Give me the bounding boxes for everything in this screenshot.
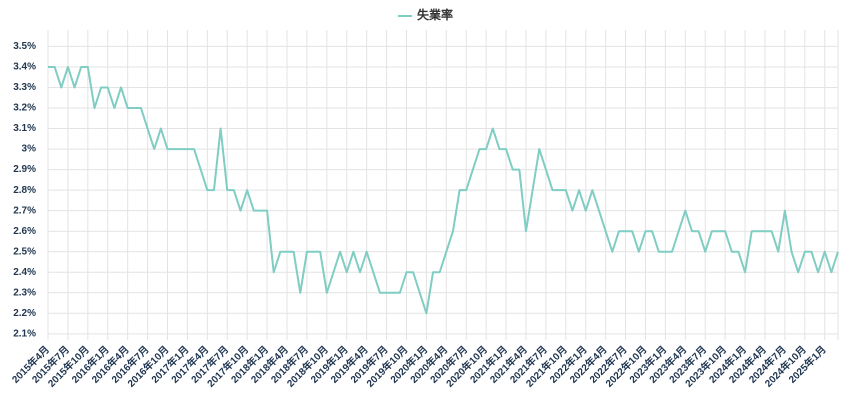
y-tick-label: 3% xyxy=(22,144,37,155)
legend: 失業率 xyxy=(398,7,453,22)
y-tick-label: 3.3% xyxy=(13,82,36,93)
y-tick-label: 3.1% xyxy=(13,123,36,134)
y-tick-label: 2.1% xyxy=(13,328,36,339)
y-tick-label: 2.8% xyxy=(13,185,36,196)
y-tick-label: 2.2% xyxy=(13,308,36,319)
y-tick-label: 3.4% xyxy=(13,62,36,73)
legend-label: 失業率 xyxy=(417,7,453,22)
y-tick-label: 3.2% xyxy=(13,103,36,114)
line-series xyxy=(48,65,839,315)
y-tick-label: 2.6% xyxy=(13,226,36,237)
y-tick-label: 2.9% xyxy=(13,164,36,175)
y-tick-label: 2.7% xyxy=(13,205,36,216)
y-tick-label: 2.5% xyxy=(13,246,36,257)
y-tick-label: 2.3% xyxy=(13,287,36,298)
y-tick-label: 3.5% xyxy=(13,41,36,52)
y-tick-label: 2.4% xyxy=(13,267,36,278)
